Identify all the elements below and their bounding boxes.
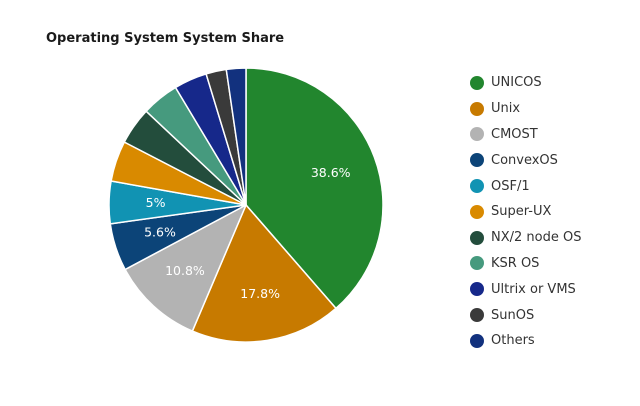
legend-item-unicos[interactable]: UNICOS bbox=[470, 70, 635, 96]
legend-swatch-icon bbox=[470, 282, 484, 297]
legend-label: ConvexOS bbox=[491, 152, 558, 168]
legend-swatch-icon bbox=[470, 127, 484, 142]
legend-item-unix[interactable]: Unix bbox=[470, 96, 635, 122]
legend-swatch-icon bbox=[470, 308, 484, 323]
legend-item-nx-2-node-os[interactable]: NX/2 node OS bbox=[470, 225, 635, 251]
legend-label: OSF/1 bbox=[491, 178, 530, 194]
legend-swatch-icon bbox=[470, 333, 484, 348]
legend-item-ultrix-or-vms[interactable]: Ultrix or VMS bbox=[470, 276, 635, 302]
legend-label: KSR OS bbox=[491, 255, 540, 271]
legend-label: SunOS bbox=[491, 307, 535, 323]
legend-item-cmost[interactable]: CMOST bbox=[470, 122, 635, 148]
legend-label: NX/2 node OS bbox=[491, 230, 582, 246]
legend-item-super-ux[interactable]: Super-UX bbox=[470, 199, 635, 225]
legend-item-sunos[interactable]: SunOS bbox=[470, 302, 635, 328]
legend-item-ksr-os[interactable]: KSR OS bbox=[470, 251, 635, 277]
data-label-osf-1: 5% bbox=[146, 195, 166, 210]
data-label-unix: 17.8% bbox=[240, 286, 280, 301]
data-label-unicos: 38.6% bbox=[311, 165, 351, 180]
legend-swatch-icon bbox=[470, 256, 484, 271]
legend-item-convexos[interactable]: ConvexOS bbox=[470, 147, 635, 173]
legend-swatch-icon bbox=[470, 153, 484, 168]
legend-swatch-icon bbox=[470, 179, 484, 194]
legend-label: Super-UX bbox=[491, 204, 552, 220]
chart-title: Operating System System Share bbox=[46, 31, 285, 46]
legend-swatch-icon bbox=[470, 75, 484, 90]
legend-label: Ultrix or VMS bbox=[491, 281, 576, 297]
pie-slice-unix[interactable] bbox=[191, 204, 337, 343]
legend-label: UNICOS bbox=[491, 75, 542, 91]
pie-slice-unicos[interactable] bbox=[245, 67, 384, 310]
data-label-cmost: 10.8% bbox=[165, 263, 205, 278]
data-label-convexos: 5.6% bbox=[144, 224, 176, 239]
legend-item-others[interactable]: Others bbox=[470, 328, 635, 354]
pie-slice-others[interactable] bbox=[225, 67, 247, 206]
legend-swatch-icon bbox=[470, 204, 484, 219]
legend-item-osf-1[interactable]: OSF/1 bbox=[470, 173, 635, 199]
legend-label: Others bbox=[491, 333, 535, 349]
legend-label: CMOST bbox=[491, 126, 538, 142]
legend-swatch-icon bbox=[470, 101, 484, 116]
chart-legend: UNICOS Unix CMOST ConvexOS OSF/1 Super-UX NX/2… bbox=[470, 70, 635, 354]
pie-slice-cmost[interactable] bbox=[124, 204, 247, 332]
legend-label: Unix bbox=[491, 101, 521, 117]
legend-swatch-icon bbox=[470, 230, 484, 245]
